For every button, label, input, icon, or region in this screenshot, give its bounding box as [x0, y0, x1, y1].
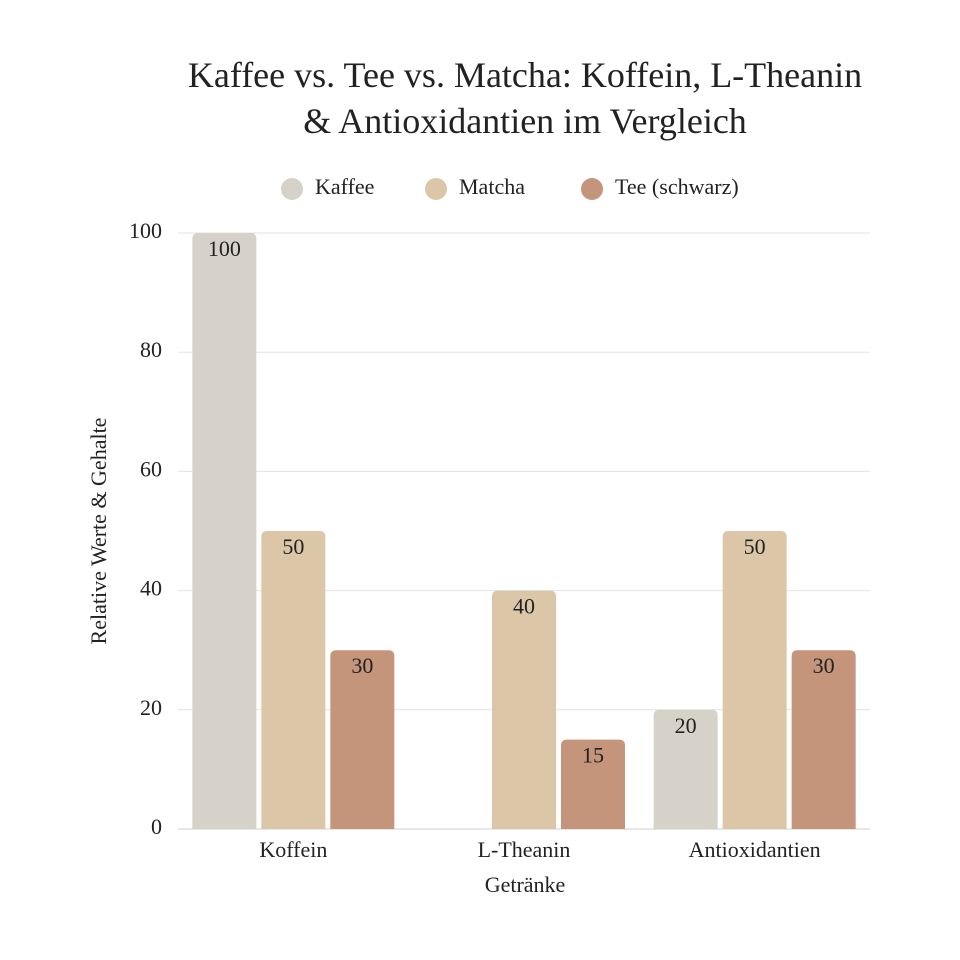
value-label: 100: [208, 236, 241, 261]
legend-label: Kaffee: [315, 174, 374, 199]
value-label: 30: [351, 653, 373, 678]
y-tick-label: 60: [140, 456, 162, 481]
y-axis-label: Relative Werte & Gehalte: [86, 418, 111, 645]
bar: [492, 590, 556, 829]
value-label: 15: [582, 743, 604, 768]
y-tick-label: 0: [151, 814, 162, 839]
legend-label: Tee (schwarz): [615, 174, 739, 199]
y-tick-label: 40: [140, 576, 162, 601]
bar: [722, 531, 787, 829]
x-tick-label: Koffein: [259, 837, 327, 862]
y-tick-label: 100: [129, 218, 162, 243]
bar: [192, 233, 257, 829]
legend-swatch: [281, 178, 303, 200]
bar: [653, 709, 718, 829]
legend-label: Matcha: [459, 174, 525, 199]
y-tick-label: 80: [140, 337, 162, 362]
x-axis-label: Getränke: [485, 872, 566, 897]
bar: [791, 650, 856, 829]
legend-swatch: [581, 178, 603, 200]
value-label: 40: [513, 594, 535, 619]
bar: [330, 650, 395, 829]
value-label: 50: [744, 534, 766, 559]
bar: [561, 739, 625, 829]
value-label: 30: [813, 653, 835, 678]
value-label: 50: [282, 534, 304, 559]
legend-swatch: [425, 178, 447, 200]
y-tick-label: 20: [140, 695, 162, 720]
x-tick-label: Antioxidantien: [689, 837, 821, 862]
x-tick-label: L-Theanin: [478, 837, 571, 862]
value-label: 20: [675, 713, 697, 738]
bar: [261, 531, 326, 829]
chart-title: Kaffee vs. Tee vs. Matcha: Koffein, L-Th…: [187, 55, 863, 141]
